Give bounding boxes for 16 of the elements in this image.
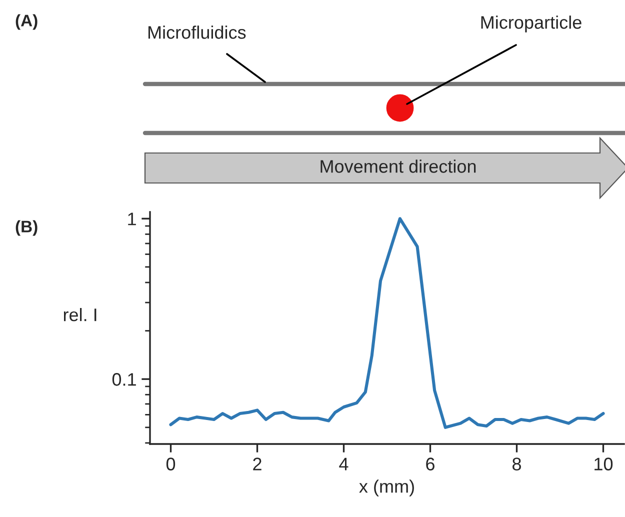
text: Microfluidics — [148, 26, 246, 39]
y-axis-title: rel. I — [64, 308, 96, 322]
x-tick-label: 6 — [426, 458, 434, 470]
line-series — [169, 217, 605, 429]
x-tick-label: 2 — [253, 458, 262, 470]
x-axis-title: x (mm) — [359, 480, 414, 496]
y-tick-label: 1 — [128, 212, 136, 226]
chart-title: (B) — [16, 220, 38, 236]
text: Movement direction — [320, 160, 476, 173]
x-tick-label: 4 — [339, 458, 348, 470]
y-tick-label: 0.1 — [112, 373, 136, 386]
x-tick-label: 10 — [594, 458, 613, 470]
x-tick-label: 8 — [512, 458, 521, 470]
x-tick-label: 0 — [166, 458, 176, 470]
text: Microparticle — [481, 16, 582, 32]
text: (A) — [16, 14, 38, 30]
